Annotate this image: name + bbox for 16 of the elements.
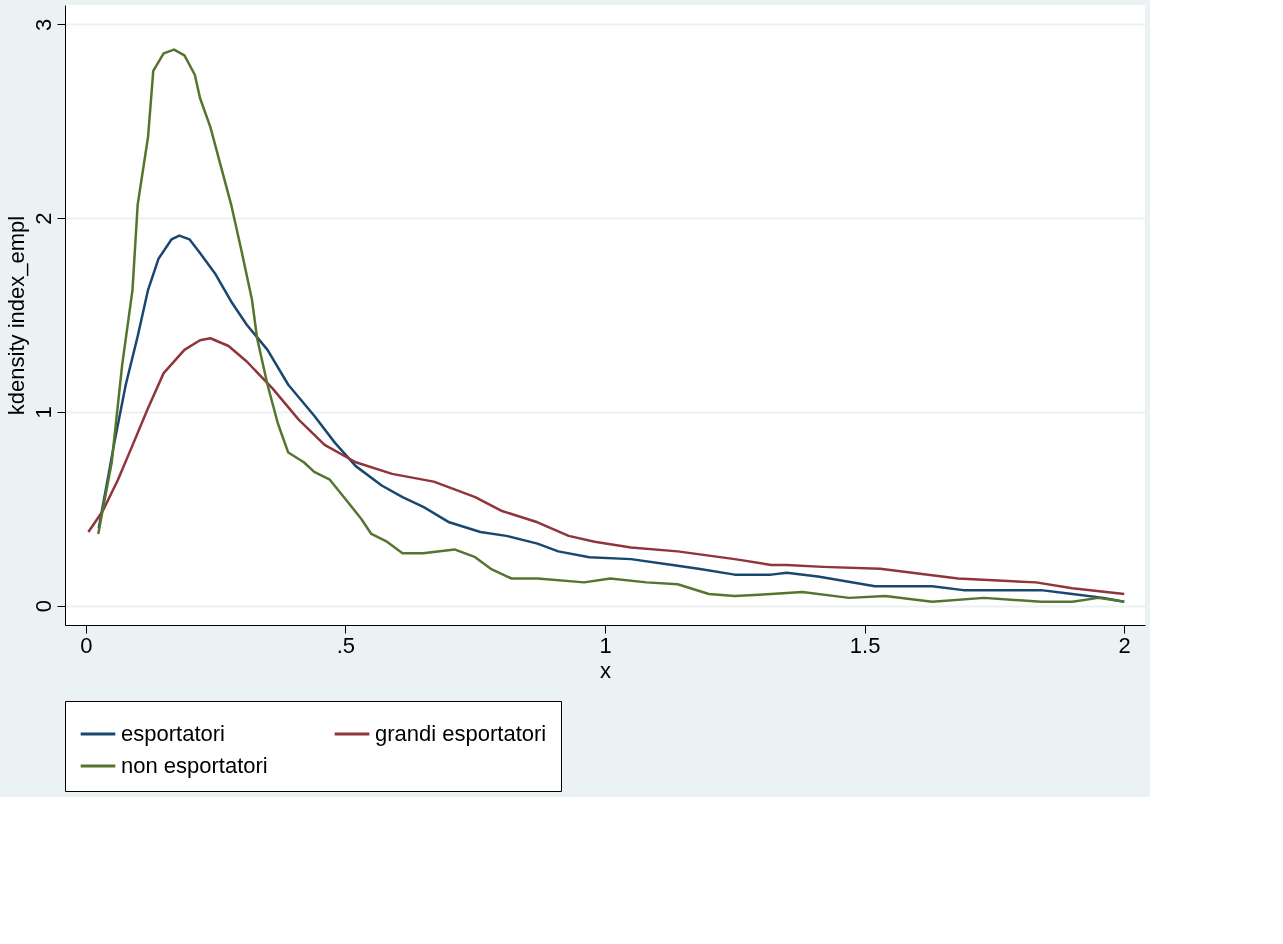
x-tick-label: .5 [336,632,356,658]
x-tick-label: 1 [599,632,612,658]
y-tick-label: 1 [30,406,56,419]
legend-label: non esportatori [121,753,268,778]
y-tick-label: 3 [30,18,56,31]
x-axis-title: x [600,657,611,683]
y-axis-title: kdensity index_empl [3,215,29,416]
line-series [87,337,1126,596]
x-tick-label: 2 [1118,632,1131,658]
y-tick-label: 0 [30,600,56,613]
line-series [96,48,1126,603]
x-tick-label: 1.5 [849,632,881,658]
y-tick-label: 2 [30,212,56,225]
x-tick-label: 0 [80,632,93,658]
legend-label: esportatori [121,721,225,746]
legend-label: grandi esportatori [375,721,547,746]
